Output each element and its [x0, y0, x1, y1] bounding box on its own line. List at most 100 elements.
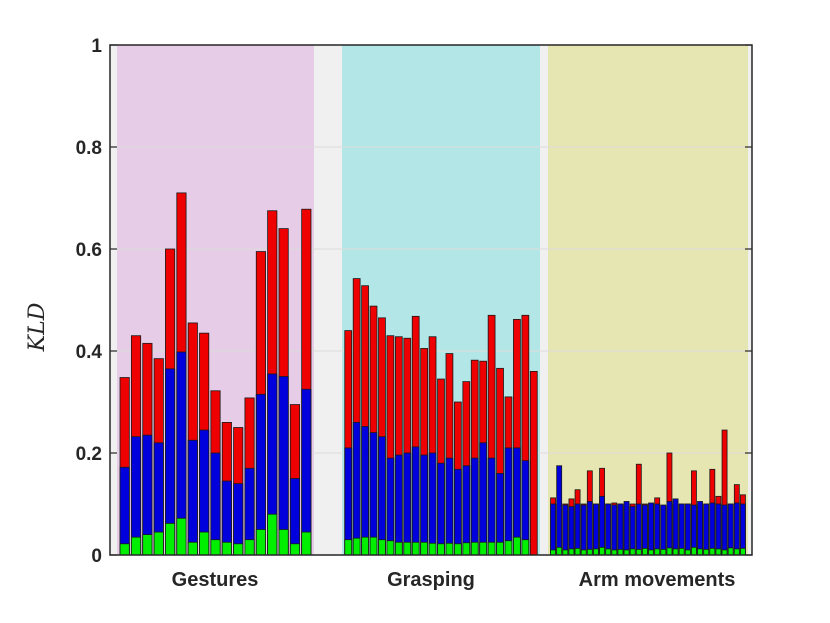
bar-green: [386, 540, 395, 556]
bar-green: [289, 543, 301, 556]
bar-green: [629, 548, 636, 556]
bar-blue: [445, 457, 454, 556]
bar-blue: [479, 442, 488, 556]
bar-blue: [574, 503, 581, 556]
bar-green: [721, 549, 728, 556]
bar-green: [504, 540, 513, 556]
bar-green: [562, 549, 569, 556]
bar-blue: [629, 506, 636, 556]
bar-green: [176, 517, 187, 556]
bar-blue: [678, 503, 685, 556]
bar-green: [278, 529, 289, 556]
bar-blue: [420, 454, 428, 556]
bar-green: [187, 541, 198, 556]
bar-green: [454, 543, 462, 556]
bar-blue: [605, 503, 612, 556]
bar-blue: [378, 436, 386, 556]
bar-green: [635, 548, 642, 556]
bar-green: [378, 539, 386, 556]
bar-blue: [119, 466, 130, 556]
bar-green: [611, 549, 618, 556]
bar-blue: [635, 503, 642, 556]
bar-blue: [684, 503, 691, 556]
bar-green: [369, 536, 378, 556]
bar-green: [221, 541, 232, 556]
bar-blue: [715, 503, 722, 556]
bar-blue: [709, 502, 716, 556]
bar-green: [420, 541, 428, 556]
bar-green: [119, 543, 130, 556]
bar-green: [709, 547, 716, 556]
bar-green: [703, 548, 710, 556]
y-tick-label: 1: [91, 36, 102, 57]
bar-blue: [428, 452, 437, 556]
group-labels: Gestures Grasping Arm movements: [172, 569, 736, 591]
bar-green: [267, 513, 278, 556]
group-label: Grasping: [387, 569, 475, 591]
bar-green: [428, 542, 437, 556]
bar-blue: [369, 432, 378, 556]
bar-blue: [703, 503, 710, 556]
bar-blue: [648, 502, 654, 556]
bar-blue: [666, 501, 673, 556]
bar-green: [715, 548, 722, 556]
bar-green: [684, 549, 691, 556]
bar-blue: [344, 447, 353, 556]
bar-green: [666, 547, 673, 556]
bar-green: [496, 541, 504, 556]
bar-green: [550, 549, 556, 556]
bar-blue: [187, 439, 198, 556]
bar-green: [165, 522, 176, 556]
y-axis-ticks: 0 0.2 0.4 0.6 0.8 1: [76, 36, 752, 567]
bar-green: [352, 537, 361, 556]
bar-green: [361, 536, 369, 556]
bar-blue: [462, 465, 471, 556]
bar-green: [556, 546, 563, 556]
bar-green: [678, 547, 685, 556]
bar-green: [574, 547, 581, 556]
bar-red: [529, 370, 538, 556]
bar-blue: [740, 503, 746, 556]
bar-blue: [562, 504, 569, 556]
y-tick-label: 0.4: [76, 342, 103, 363]
bar-green: [199, 531, 210, 556]
bar-blue: [697, 501, 703, 556]
bar-blue: [733, 502, 740, 556]
bar-blue: [504, 447, 513, 556]
bar-blue: [403, 452, 412, 556]
bar-blue: [672, 498, 679, 556]
bar-green: [740, 547, 746, 556]
bar-green: [233, 543, 244, 556]
bar-green: [623, 549, 630, 556]
y-tick-label: 0.8: [76, 138, 102, 159]
group-label: Arm movements: [579, 569, 736, 591]
y-axis-label: KLD: [25, 302, 50, 352]
bar-blue: [654, 503, 661, 556]
plot-frame: [109, 44, 753, 556]
bar-blue: [278, 376, 289, 556]
bar-green: [642, 547, 648, 556]
bar-green: [733, 548, 740, 556]
bar-green: [580, 549, 587, 556]
bar-blue: [617, 503, 624, 556]
bar-green: [462, 542, 471, 556]
bar-green: [142, 534, 153, 556]
bar-green: [210, 539, 221, 556]
bar-green: [648, 549, 654, 556]
bar-blue: [361, 426, 369, 556]
bar-green: [660, 548, 667, 556]
bar-green: [697, 548, 703, 556]
bar-blue: [727, 503, 734, 556]
bar-green: [403, 541, 412, 556]
bar-blue: [352, 421, 361, 556]
bar-blue: [568, 506, 575, 556]
bar-blue: [580, 504, 587, 556]
bar-blue: [556, 465, 563, 556]
bar-blue: [642, 504, 648, 556]
bar-green: [153, 531, 164, 556]
bar-blue: [593, 503, 599, 556]
bar-blue: [454, 468, 462, 556]
bar-green: [437, 543, 445, 556]
group-panel-arm-movements: [548, 45, 748, 555]
